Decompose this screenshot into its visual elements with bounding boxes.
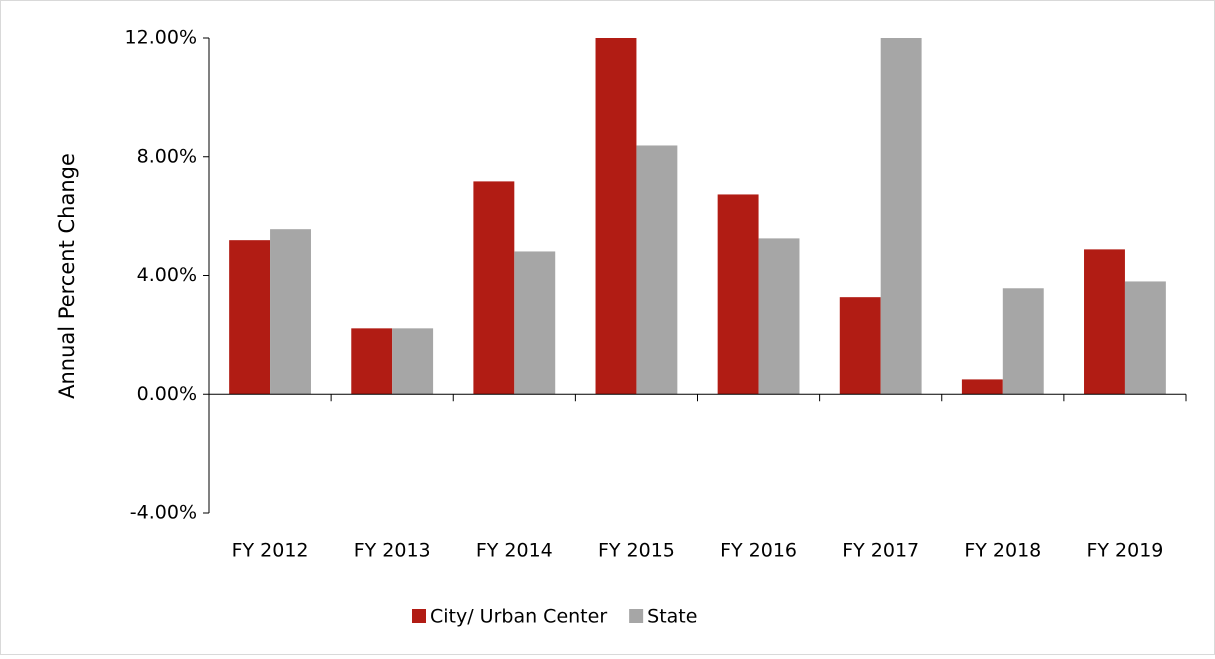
y-tick-label: 4.00% — [137, 264, 197, 286]
legend-swatch — [412, 609, 426, 623]
y-axis-label: Annual Percent Change — [55, 153, 79, 399]
y-tick-label: -4.00% — [130, 502, 197, 524]
legend-label: City/ Urban Center — [430, 606, 607, 628]
bar — [636, 145, 678, 395]
bar — [758, 238, 800, 395]
bar — [1002, 288, 1044, 395]
bar — [473, 181, 515, 395]
x-tick-label: FY 2018 — [964, 540, 1041, 562]
bar — [1084, 249, 1125, 395]
legend-label: State — [647, 606, 697, 628]
x-tick-label: FY 2015 — [598, 540, 675, 562]
bar — [595, 38, 637, 395]
bar — [839, 297, 881, 395]
bar — [270, 229, 311, 395]
y-tick-label: 0.00% — [137, 383, 197, 405]
y-tick-label: 12.00% — [125, 27, 197, 49]
x-tick-label: FY 2016 — [720, 540, 797, 562]
bar — [880, 38, 922, 395]
bar — [717, 194, 759, 395]
x-tick-label: FY 2013 — [354, 540, 431, 562]
x-tick-label: FY 2012 — [232, 540, 309, 562]
x-tick-label: FY 2014 — [476, 540, 553, 562]
x-tick-label: FY 2019 — [1086, 540, 1163, 562]
y-tick-label: 8.00% — [137, 145, 197, 167]
x-tick-label: FY 2017 — [842, 540, 919, 562]
bar — [351, 328, 393, 395]
legend-swatch — [629, 609, 644, 623]
bar — [229, 240, 271, 395]
bar — [514, 251, 556, 395]
bar — [961, 379, 1003, 395]
bar — [1124, 281, 1166, 395]
bar — [392, 328, 434, 395]
